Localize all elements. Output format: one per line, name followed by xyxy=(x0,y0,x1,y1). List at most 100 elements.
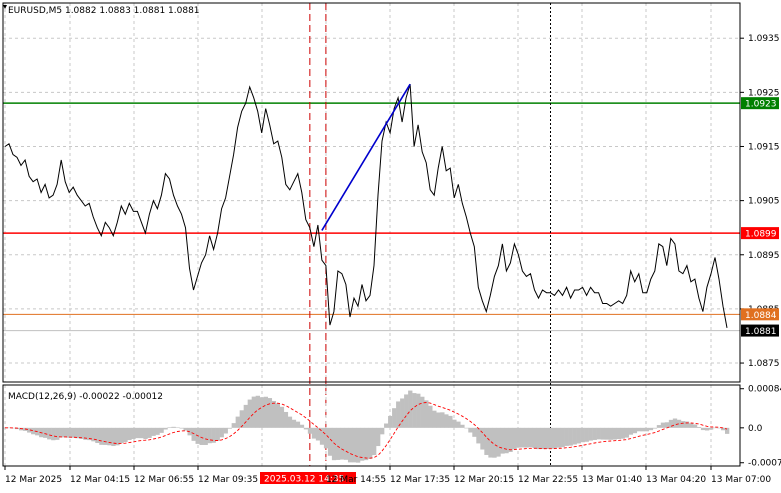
trend-line[interactable] xyxy=(321,83,411,231)
macd-bar xyxy=(323,427,329,449)
macd-bar xyxy=(660,422,666,428)
macd-bar xyxy=(247,399,252,428)
level-labels: 1.0923 1.0899 1.0884 1.0881 xyxy=(741,97,779,337)
macd-bar xyxy=(380,427,385,435)
macd-bar xyxy=(464,427,469,429)
macd-bar xyxy=(319,427,325,445)
macd-bar xyxy=(640,427,646,432)
price-tick-label: 1.0875 xyxy=(748,359,780,369)
macd-bar xyxy=(275,403,281,428)
macd-bar xyxy=(339,427,345,460)
macd-bar xyxy=(652,427,658,429)
macd-bar xyxy=(516,427,521,448)
macd-bar xyxy=(508,427,513,452)
macd-bar xyxy=(59,427,64,438)
time-tick-label: 12 Mar 22:55 xyxy=(518,475,578,485)
macd-bar xyxy=(456,421,461,428)
level-label-bg-orange xyxy=(741,308,779,321)
macd-bar xyxy=(251,396,256,428)
macd-bar xyxy=(608,427,613,440)
macd-bar xyxy=(119,427,124,444)
macd-bar xyxy=(299,424,305,428)
macd-bar xyxy=(408,390,413,428)
time-tick-label: 13 Mar 04:20 xyxy=(646,475,706,485)
macd-bar xyxy=(167,427,172,428)
macd-bar xyxy=(440,412,445,428)
macd-bar xyxy=(55,427,60,440)
macd-bar xyxy=(600,427,605,440)
macd-signal-line xyxy=(5,402,728,459)
macd-bar xyxy=(684,421,690,428)
macd-bar xyxy=(303,427,309,430)
macd-bar xyxy=(143,427,148,439)
dropdown-triangle-icon[interactable] xyxy=(3,5,7,9)
level-label-red: 1.0899 xyxy=(745,230,777,240)
macd-label: MACD(12,26,9) -0.00022 -0.00012 xyxy=(8,392,163,402)
macd-bar xyxy=(512,427,517,450)
macd-bar xyxy=(720,427,726,431)
macd-bar xyxy=(75,427,80,439)
macd-bar xyxy=(700,427,706,431)
macd-bar xyxy=(388,415,393,428)
macd-tick-label: -0.00075 xyxy=(748,459,781,469)
macd-bar xyxy=(448,415,453,428)
macd-bar xyxy=(672,418,678,428)
macd-bar xyxy=(99,427,104,445)
macd-bar xyxy=(271,400,277,428)
price-tick-label: 1.0895 xyxy=(748,251,780,261)
macd-bar xyxy=(27,427,32,433)
macd-bar xyxy=(664,422,670,428)
macd-bar xyxy=(432,410,437,428)
macd-histogram xyxy=(2,390,730,463)
macd-pane-frame xyxy=(2,384,741,467)
macd-bar xyxy=(111,427,116,447)
macd-bar xyxy=(620,427,626,439)
macd-bar xyxy=(668,419,674,428)
macd-bar xyxy=(716,427,722,429)
macd-bar xyxy=(359,427,365,461)
macd-bar xyxy=(115,427,120,446)
macd-bar xyxy=(452,419,457,428)
macd-bar xyxy=(572,427,577,445)
time-tick-label: 12 Mar 14:55 xyxy=(326,475,386,485)
macd-bar xyxy=(95,427,100,444)
macd-bar xyxy=(123,427,128,443)
time-tick-label: 13 Mar 01:40 xyxy=(582,475,642,485)
macd-bar xyxy=(644,427,650,432)
macd-bar xyxy=(283,411,289,428)
macd-bar xyxy=(368,427,373,459)
macd-bar xyxy=(556,427,561,448)
macd-bar xyxy=(199,427,204,445)
macd-bar xyxy=(295,421,301,428)
price-tick-label: 1.0905 xyxy=(748,197,780,207)
macd-bar xyxy=(708,427,714,430)
macd-bar xyxy=(528,427,533,448)
macd-bar xyxy=(19,427,24,431)
price-tick-label: 1.0925 xyxy=(748,88,780,98)
macd-bar xyxy=(436,412,441,428)
macd-bar xyxy=(712,427,718,429)
macd-bar xyxy=(327,427,333,456)
macd-bar xyxy=(135,427,140,439)
macd-bar xyxy=(692,424,698,428)
macd-bar xyxy=(392,408,397,428)
macd-bar xyxy=(496,427,501,457)
macd-bar xyxy=(147,427,152,438)
macd-bar xyxy=(311,427,317,439)
macd-tick-label: 0.00084 xyxy=(748,385,781,395)
macd-bar xyxy=(484,427,489,455)
macd-bar xyxy=(203,427,208,445)
time-tick-label: 12 Mar 09:35 xyxy=(198,475,258,485)
macd-bar xyxy=(444,414,449,428)
macd-bar xyxy=(696,426,702,428)
macd-bar xyxy=(163,427,168,430)
macd-bar xyxy=(51,427,56,441)
macd-axis: 0.00084 0.0 -0.00075 xyxy=(740,385,781,469)
macd-bar xyxy=(576,427,581,444)
price-levels xyxy=(3,102,740,332)
time-tick-label: 12 Mar 06:55 xyxy=(134,475,194,485)
macd-bar xyxy=(335,427,341,460)
macd-bar xyxy=(468,427,473,433)
